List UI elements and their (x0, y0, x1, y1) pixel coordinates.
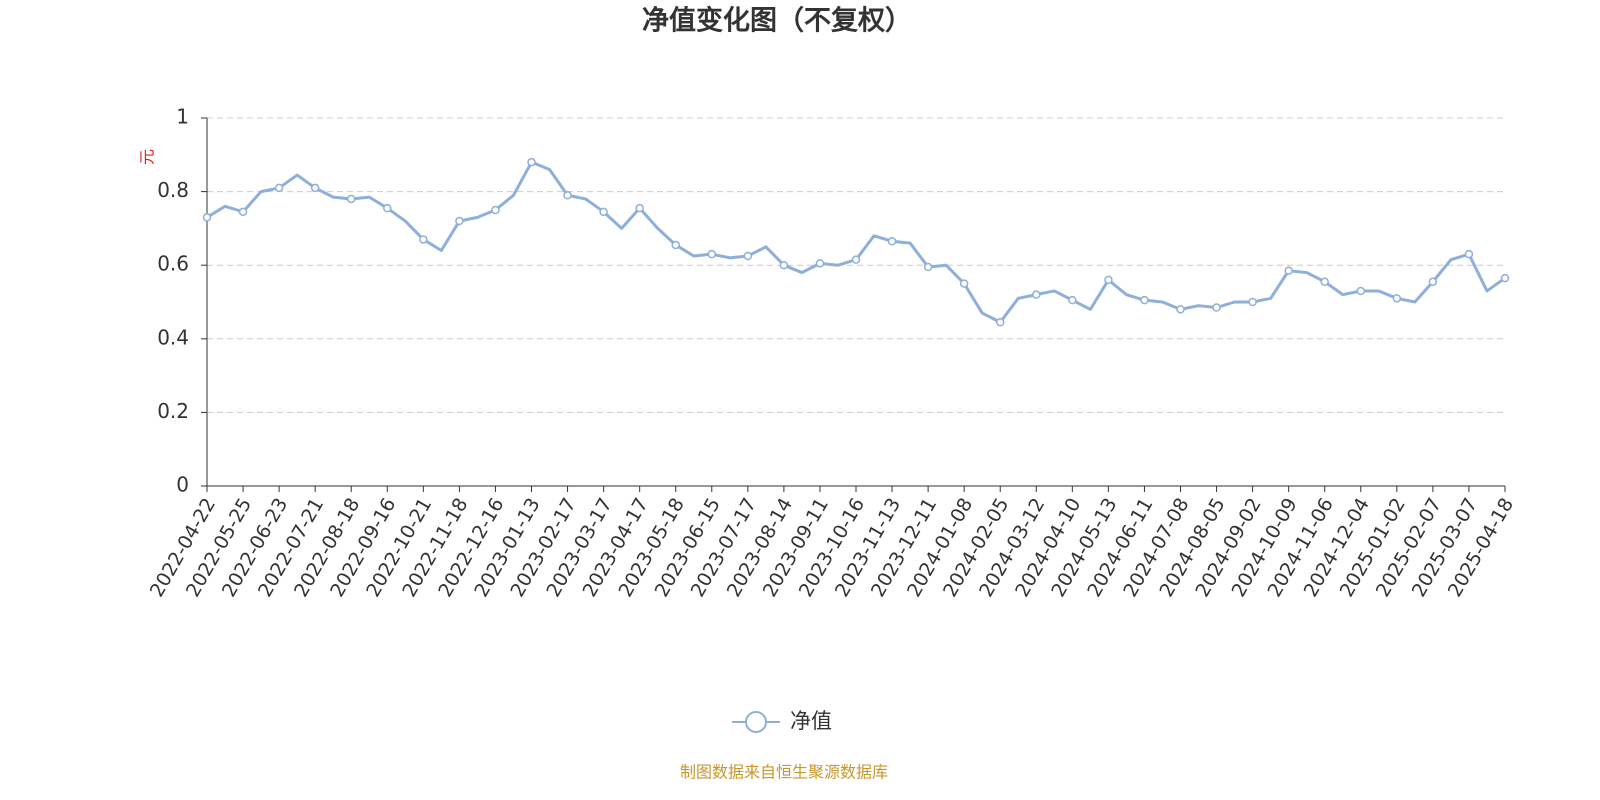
point-marker (527, 157, 536, 167)
series-line (206, 160, 1506, 324)
source-note: 制图数据来自恒生聚源数据库 (680, 763, 888, 782)
point-marker (1428, 277, 1438, 287)
point-marker (419, 235, 428, 244)
point-marker (995, 317, 1005, 327)
point-marker (1356, 286, 1366, 296)
y-tick-label: 1 (176, 105, 189, 129)
point-marker (707, 249, 717, 259)
chart-title: 净值变化图（不复权） (642, 5, 912, 37)
point-marker (671, 240, 680, 250)
point-marker (1176, 305, 1185, 314)
y-tick-label: 0 (176, 473, 189, 497)
point-marker (815, 259, 825, 268)
point-marker (1032, 290, 1041, 299)
point-marker (1500, 273, 1510, 283)
point-marker (202, 213, 212, 222)
y-tick-label: 0.6 (157, 252, 189, 276)
point-marker (563, 191, 572, 200)
y-tick-label: 0.2 (157, 399, 189, 423)
point-marker (310, 183, 320, 193)
legend-label: 净值 (790, 709, 832, 733)
point-marker (491, 205, 500, 215)
point-marker (455, 216, 464, 226)
point-marker (1464, 249, 1474, 259)
point-marker (1068, 295, 1077, 305)
point-marker (274, 183, 284, 193)
point-marker (959, 279, 969, 288)
point-marker (1140, 295, 1149, 305)
y-tick-label: 0.4 (157, 325, 189, 349)
point-marker (383, 203, 392, 213)
point-marker (346, 194, 356, 204)
point-marker (238, 207, 248, 217)
point-marker (1320, 277, 1329, 287)
point-marker (743, 251, 753, 261)
y-tick-label: 0.8 (157, 178, 189, 202)
point-marker (1284, 266, 1293, 275)
point-marker (923, 262, 933, 272)
point-marker (1212, 303, 1221, 312)
point-marker (599, 207, 608, 217)
point-marker (1392, 294, 1402, 303)
point-marker (1248, 297, 1257, 307)
point-marker (635, 203, 644, 213)
point-marker (779, 260, 789, 270)
point-marker (1104, 275, 1113, 285)
legend-marker (745, 711, 767, 733)
y-axis-label: 元 (138, 149, 157, 165)
point-marker (851, 255, 861, 264)
point-marker (887, 237, 897, 246)
